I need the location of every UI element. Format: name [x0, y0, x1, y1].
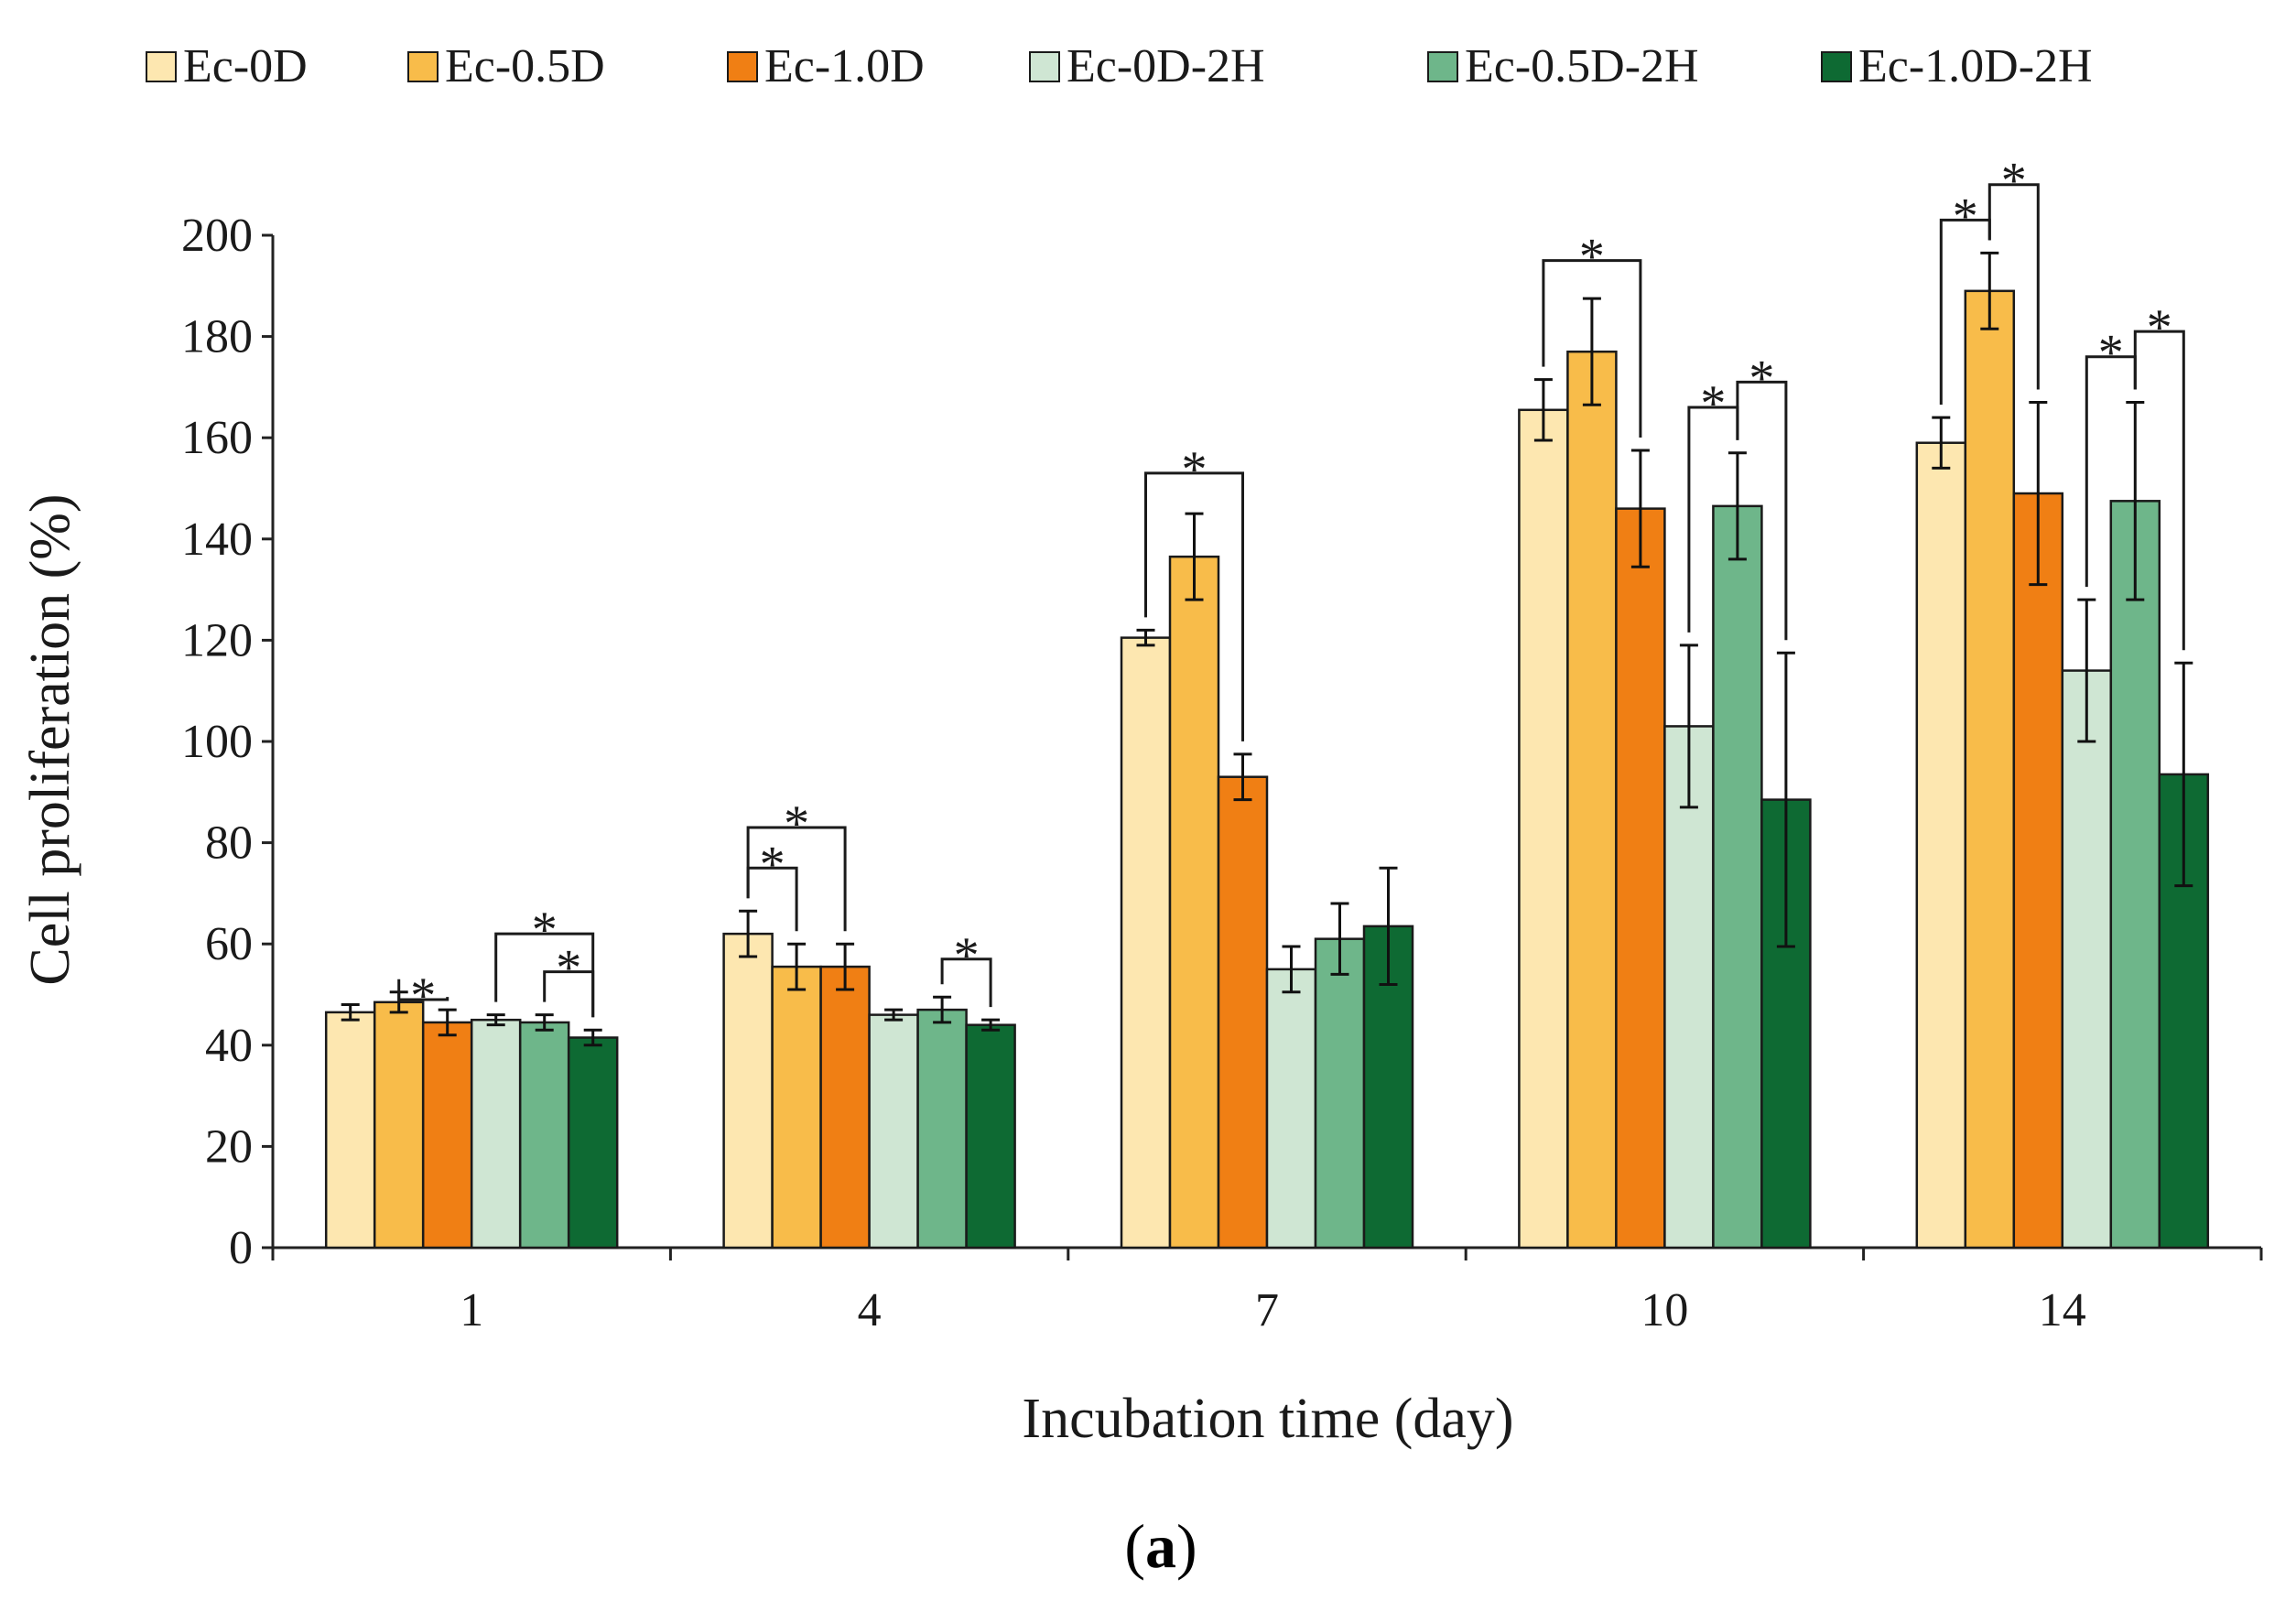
x-tick-label: 4 [858, 1284, 882, 1336]
panel-label: (a) [1124, 1511, 1197, 1581]
y-axis-title: Cell proliferation (%) [19, 493, 81, 985]
significance-star: * [1749, 350, 1774, 406]
significance-star: * [556, 940, 581, 997]
legend-swatch [407, 51, 439, 82]
significance-bracket [940, 957, 992, 1008]
bar [2109, 500, 2161, 1249]
bars [324, 289, 2210, 1249]
bar [518, 1021, 570, 1249]
x-tick-label: 10 [1641, 1284, 1688, 1336]
bar [324, 1011, 376, 1249]
bar [1168, 555, 1220, 1249]
y-tick-label: 140 [181, 514, 253, 566]
y-tick-label: 40 [205, 1020, 253, 1072]
legend-label: Ec-1.0D-2H [1858, 40, 2093, 92]
bar [771, 965, 822, 1249]
bar [722, 932, 774, 1249]
significance-star: * [760, 836, 785, 892]
significance-bracket [2133, 330, 2185, 651]
significance-brackets: ********* **** * [397, 153, 2185, 1024]
y-tick-label: 200 [181, 210, 253, 262]
bar [421, 1021, 473, 1249]
bar [2061, 669, 2113, 1249]
bar [819, 965, 871, 1249]
bar [373, 1001, 425, 1249]
panel-label-letter: a [1145, 1511, 1176, 1581]
significance-bracket [1144, 471, 1244, 741]
significance-star: * [2147, 299, 2172, 356]
significance-star: * [2098, 325, 2124, 382]
bar [1518, 408, 1569, 1249]
bar [965, 1023, 1016, 1249]
error-bars [341, 251, 2193, 1047]
legend-label: Ec-0D [183, 40, 308, 92]
y-tick-label: 100 [181, 716, 253, 768]
bar [1120, 636, 1172, 1249]
legend: Ec-0D Ec-0.5D Ec-1.0D Ec-0D-2H Ec-0.5D-2H Ec-… [146, 40, 2093, 92]
legend-swatch [1821, 51, 1852, 82]
significance-star: * [410, 968, 436, 1024]
bar [1615, 507, 1666, 1249]
significance-bracket [543, 970, 595, 1018]
bar [1566, 350, 1618, 1249]
legend-label: Ec-1.0D [764, 40, 925, 92]
bar [1964, 289, 2016, 1249]
x-tick-label: 14 [2039, 1284, 2086, 1336]
x-axis-title: Incubation time (day) [1022, 1388, 1513, 1450]
panel-label-open: ( [1124, 1511, 1145, 1581]
x-axis: 1 4 7 10 14 [271, 1246, 2263, 1336]
significance-bracket [1542, 259, 1642, 438]
y-tick-label: 160 [181, 412, 253, 464]
legend-swatch [1427, 51, 1458, 82]
bar [916, 1008, 968, 1249]
significance-bracket [1987, 183, 2040, 390]
y-tick-label: 80 [205, 817, 253, 870]
significance-bracket [1736, 380, 1788, 641]
y-tick-label: 180 [181, 311, 253, 363]
x-tick-label: 1 [460, 1284, 483, 1336]
significance-star: * [1700, 375, 1726, 432]
significance-bracket [746, 826, 847, 932]
bar [868, 1013, 919, 1249]
bar [567, 1036, 619, 1249]
significance-star: * [1953, 188, 1978, 244]
y-tick-label: 0 [229, 1222, 253, 1274]
legend-label: Ec-0.5D [445, 40, 605, 92]
bar [1265, 968, 1317, 1249]
significance-star: * [532, 902, 558, 958]
bar [1915, 441, 1967, 1249]
legend-swatch [1029, 51, 1060, 82]
significance-star: * [2001, 153, 2027, 210]
y-tick-label: 120 [181, 614, 253, 666]
x-tick-label: 7 [1255, 1284, 1279, 1336]
panel-label-close: ) [1176, 1511, 1197, 1581]
bar [1217, 775, 1269, 1249]
legend-label: Ec-0D-2H [1067, 40, 1265, 92]
legend-swatch [146, 51, 177, 82]
significance-bracket [397, 979, 449, 1001]
significance-star: * [954, 927, 980, 984]
significance-star: * [1579, 229, 1605, 286]
y-tick-label: 20 [205, 1120, 253, 1173]
significance-star: * [784, 795, 809, 852]
bar [1314, 937, 1366, 1249]
y-tick-label: 60 [205, 918, 253, 970]
y-axis: 0 20 40 60 80 100 120 140 160 180 200 [181, 210, 275, 1274]
bar [470, 1018, 522, 1249]
significance-star: * [1182, 441, 1208, 498]
legend-label: Ec-0.5D-2H [1465, 40, 1699, 92]
bar [1712, 504, 1763, 1249]
legend-swatch [727, 51, 758, 82]
bar [2012, 492, 2064, 1249]
